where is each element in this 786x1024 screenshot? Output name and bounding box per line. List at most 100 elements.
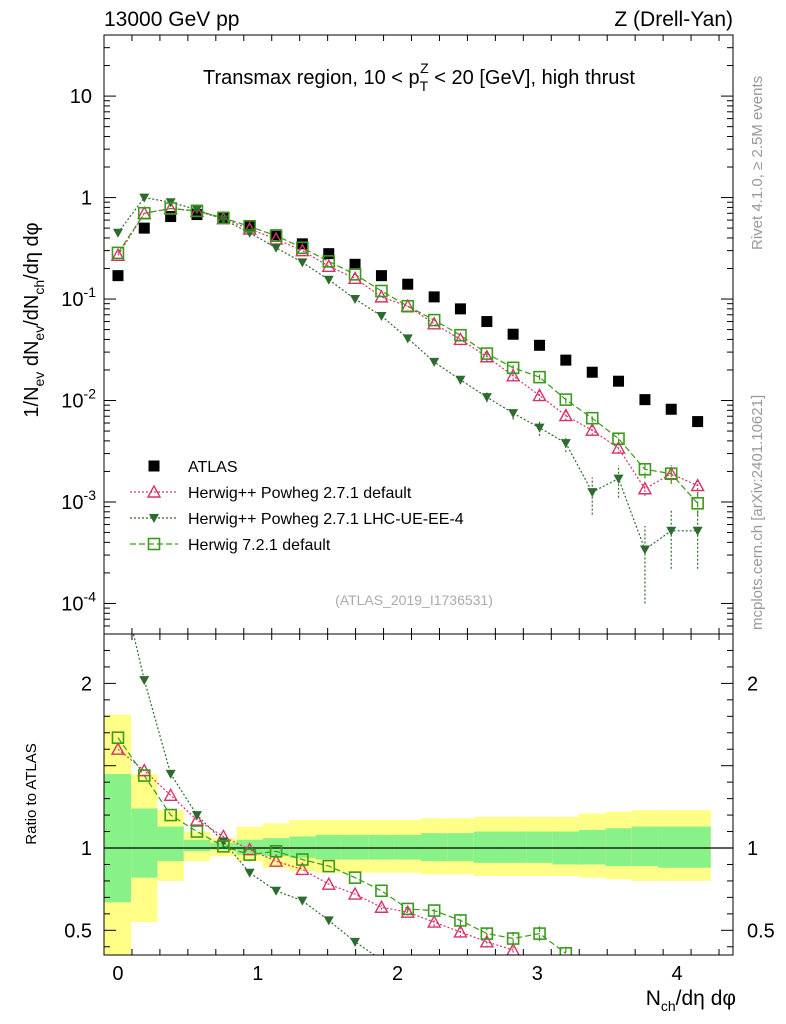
band-inner: [658, 826, 685, 868]
y-tick-label: 10-4: [61, 588, 96, 615]
data-point: [481, 393, 492, 403]
data-point: [348, 268, 362, 281]
ratio-point: [400, 904, 415, 918]
data-point: [296, 241, 309, 255]
data-point: [479, 349, 495, 363]
data-point: [323, 248, 335, 260]
ratio-point: [374, 899, 389, 913]
ratio-point: [479, 934, 495, 948]
band-inner: [473, 831, 500, 863]
band-inner: [131, 808, 158, 878]
data-point: [295, 243, 310, 257]
data-point: [190, 204, 204, 218]
data-point: [426, 316, 442, 330]
data-point: [585, 411, 599, 425]
ratio-point: [401, 902, 415, 916]
band-inner: [341, 834, 369, 860]
watermark: (ATLAS_2019_I1736531): [335, 592, 493, 608]
y-tick-label: 10-2: [61, 386, 96, 413]
band-inner: [236, 839, 263, 855]
x-tick-label: 1: [252, 963, 263, 985]
data-point: [375, 270, 387, 282]
data-point: [560, 439, 571, 449]
data-point: [139, 193, 150, 203]
data-point: [112, 228, 123, 238]
band-inner: [157, 826, 184, 862]
main-panel: 10-4 10-3 10-2 10-1 1 10 ATLAS Herwig++ Powheg…: [61, 34, 734, 635]
ratio-frame: [103, 633, 734, 956]
ratio-y-tick-label-right: 2: [747, 673, 758, 695]
legend-entry-1: Herwig++ Powheg 2.7.1 default: [130, 484, 412, 502]
ratio-point: [164, 808, 177, 822]
data-point: [347, 270, 363, 285]
ratio-y-tick-label-right: 1: [747, 838, 758, 860]
ratio-point: [218, 837, 229, 847]
ratio-y-tick-label: 0.5: [64, 920, 92, 942]
legend-entry-2: Herwig++ Powheg 2.7.1 LHC-UE-EE-4: [130, 511, 464, 528]
ratio-point: [323, 916, 334, 926]
series-line-3: [117, 207, 699, 504]
data-point: [323, 275, 334, 285]
data-point: [585, 422, 600, 436]
data-point: [376, 312, 387, 322]
data-point: [480, 347, 494, 360]
data-point: [402, 278, 414, 290]
band-inner: [605, 828, 632, 867]
data-point: [534, 423, 545, 433]
legend-label: Herwig++ Powheg 2.7.1 default: [188, 485, 412, 502]
data-point: [270, 229, 282, 241]
main-title: Transmax region, 10 < pTZ < 20 [GeV], hi…: [203, 60, 635, 94]
data-point: [137, 206, 151, 220]
data-point: [637, 481, 653, 495]
band-inner: [368, 834, 395, 860]
band-inner: [183, 839, 211, 852]
data-point: [666, 526, 677, 536]
band-inner: [684, 826, 711, 868]
data-point: [639, 545, 650, 555]
data-point: [558, 408, 574, 422]
data-point: [164, 202, 177, 215]
data-point: [506, 361, 520, 375]
legend-marker: [148, 460, 160, 472]
ratio-point: [347, 886, 363, 900]
ratio-point: [271, 886, 282, 896]
band-inner: [447, 833, 474, 862]
legend-label: Herwig++ Powheg 2.7.1 LHC-UE-EE-4: [188, 511, 464, 528]
data-point: [375, 284, 388, 298]
data-point: [612, 432, 625, 446]
data-point: [586, 366, 598, 378]
data-point: [455, 375, 466, 385]
data-point: [428, 291, 440, 303]
data-point: [532, 388, 547, 402]
ratio-line-0: [117, 748, 514, 951]
ratio-point: [348, 871, 362, 884]
ratio-point: [190, 825, 204, 838]
ratio-point: [533, 927, 546, 940]
ratio-line-2: [117, 737, 567, 954]
band-inner: [526, 831, 553, 863]
band-inner: [104, 773, 132, 903]
data-point: [639, 394, 651, 406]
data-point: [505, 368, 521, 382]
data-point: [217, 211, 230, 225]
data-point: [664, 467, 678, 480]
band-inner: [579, 829, 606, 865]
legend-entry-0: ATLAS: [148, 459, 238, 476]
data-point: [402, 334, 413, 344]
ratio-point: [506, 932, 520, 945]
ratio-xlabel: Nch/dη dφ: [646, 987, 736, 1014]
legend-marker: [149, 514, 159, 523]
legend-label: Herwig 7.2.1 default: [188, 537, 331, 554]
band-inner: [394, 834, 422, 860]
data-point: [244, 228, 255, 238]
legend-entry-3: Herwig 7.2.1 default: [130, 537, 331, 554]
data-point: [638, 462, 652, 476]
data-point: [534, 339, 546, 351]
data-point: [297, 258, 308, 268]
ratio-point: [139, 676, 150, 686]
ratio-point: [189, 812, 205, 826]
data-point: [191, 205, 202, 215]
header-left: 13000 GeV pp: [104, 8, 239, 31]
data-point: [243, 220, 256, 233]
y-tick-label: 10: [70, 86, 92, 108]
